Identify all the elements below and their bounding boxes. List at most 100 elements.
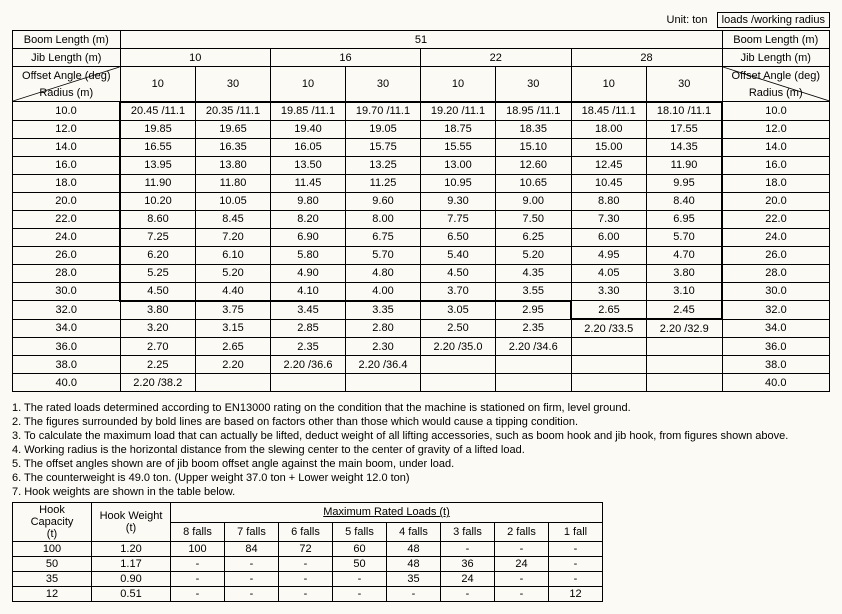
note-line: 6. The counterweight is 49.0 ton. (Upper… xyxy=(12,472,830,484)
data-cell: 10.45 xyxy=(571,174,647,192)
hook-cell: - xyxy=(225,572,279,587)
radius-label: 16.0 xyxy=(13,156,121,174)
hook-cell: 60 xyxy=(333,542,387,557)
radius-label-r: 18.0 xyxy=(722,174,830,192)
hook-cell: 50 xyxy=(333,557,387,572)
data-cell xyxy=(647,356,723,374)
data-cell xyxy=(571,338,647,356)
data-cell: 2.65 xyxy=(196,338,271,356)
off4: 10 xyxy=(421,67,496,102)
data-cell: 19.65 xyxy=(196,120,271,138)
hook-cell: - xyxy=(225,587,279,602)
off5: 30 xyxy=(496,67,572,102)
radius-label-r: 22.0 xyxy=(722,210,830,228)
data-cell: 5.20 xyxy=(496,246,572,264)
falls-header: 5 falls xyxy=(333,522,387,542)
main-table: Boom Length (m) 51 Boom Length (m) Jib L… xyxy=(12,30,830,392)
data-cell: 10.20 xyxy=(120,192,196,210)
jib-v0: 10 xyxy=(120,49,271,67)
hook-cell: - xyxy=(171,587,225,602)
hook-cell: 72 xyxy=(279,542,333,557)
data-cell: 4.90 xyxy=(271,264,346,282)
hook-wt: 1.20 xyxy=(92,542,171,557)
data-cell xyxy=(496,356,572,374)
data-cell: 10.05 xyxy=(196,192,271,210)
data-cell: 2.20 /36.6 xyxy=(271,356,346,374)
data-cell: 7.75 xyxy=(421,210,496,228)
data-cell: 20.45 /11.1 xyxy=(120,102,196,121)
notes: 1. The rated loads determined according … xyxy=(12,402,830,498)
data-cell: 2.20 /36.4 xyxy=(346,356,421,374)
data-cell: 5.70 xyxy=(647,228,723,246)
data-cell: 3.15 xyxy=(196,319,271,338)
data-cell: 8.45 xyxy=(196,210,271,228)
data-cell: 13.25 xyxy=(346,156,421,174)
data-cell: 2.45 xyxy=(647,301,723,320)
data-cell: 7.20 xyxy=(196,228,271,246)
data-cell xyxy=(647,338,723,356)
data-cell xyxy=(346,374,421,392)
data-cell: 16.55 xyxy=(120,138,196,156)
data-cell: 6.00 xyxy=(571,228,647,246)
data-cell: 5.20 xyxy=(196,264,271,282)
radius-label-r: 28.0 xyxy=(722,264,830,282)
data-cell: 3.80 xyxy=(647,264,723,282)
hook-wt: 0.51 xyxy=(92,587,171,602)
data-cell: 3.30 xyxy=(571,282,647,301)
off2: 10 xyxy=(271,67,346,102)
hook-cap: 100 xyxy=(13,542,92,557)
data-cell: 9.30 xyxy=(421,192,496,210)
falls-header: 2 falls xyxy=(495,522,549,542)
data-cell: 11.90 xyxy=(120,174,196,192)
radius-label: 14.0 xyxy=(13,138,121,156)
data-cell: 6.25 xyxy=(496,228,572,246)
hook-cell: 48 xyxy=(387,542,441,557)
hook-cell: 36 xyxy=(441,557,495,572)
data-cell: 9.60 xyxy=(346,192,421,210)
data-cell: 15.75 xyxy=(346,138,421,156)
data-cell: 4.10 xyxy=(271,282,346,301)
data-cell: 2.70 xyxy=(120,338,196,356)
data-cell: 19.85 /11.1 xyxy=(271,102,346,121)
data-cell: 13.95 xyxy=(120,156,196,174)
note-line: 5. The offset angles shown are of jib bo… xyxy=(12,458,830,470)
hook-cell: 12 xyxy=(549,587,603,602)
data-cell: 2.20 /35.0 xyxy=(421,338,496,356)
unit-box: loads /working radius xyxy=(717,12,830,28)
radius-label-r: 10.0 xyxy=(722,102,830,121)
data-cell: 5.25 xyxy=(120,264,196,282)
hook-cell: 100 xyxy=(171,542,225,557)
radius-label: 20.0 xyxy=(13,192,121,210)
hook-cell: - xyxy=(279,557,333,572)
falls-header: 1 fall xyxy=(549,522,603,542)
note-line: 1. The rated loads determined according … xyxy=(12,402,830,414)
radius-label: 40.0 xyxy=(13,374,121,392)
data-cell: 2.20 xyxy=(196,356,271,374)
data-cell: 2.65 xyxy=(571,301,647,320)
data-cell: 7.50 xyxy=(496,210,572,228)
hook-table: Hook Capacity (t) Hook Weight (t) Maximu… xyxy=(12,502,603,602)
data-cell: 11.90 xyxy=(647,156,723,174)
data-cell: 6.10 xyxy=(196,246,271,264)
hook-cell: - xyxy=(387,587,441,602)
data-cell: 2.20 /34.6 xyxy=(496,338,572,356)
jib-v3: 28 xyxy=(571,49,722,67)
data-cell: 5.70 xyxy=(346,246,421,264)
radius-label: 30.0 xyxy=(13,282,121,301)
data-cell: 9.80 xyxy=(271,192,346,210)
data-cell: 3.80 xyxy=(120,301,196,320)
data-cell: 2.95 xyxy=(496,301,572,320)
data-cell: 19.05 xyxy=(346,120,421,138)
data-cell: 4.00 xyxy=(346,282,421,301)
data-cell: 8.40 xyxy=(647,192,723,210)
data-cell: 12.60 xyxy=(496,156,572,174)
data-cell: 4.35 xyxy=(496,264,572,282)
radius-left: Radius (m) xyxy=(13,84,121,102)
radius-label-r: 24.0 xyxy=(722,228,830,246)
hook-cell: 24 xyxy=(495,557,549,572)
data-cell: 6.20 xyxy=(120,246,196,264)
radius-label-r: 20.0 xyxy=(722,192,830,210)
data-cell: 4.80 xyxy=(346,264,421,282)
data-cell: 11.45 xyxy=(271,174,346,192)
data-cell xyxy=(421,374,496,392)
